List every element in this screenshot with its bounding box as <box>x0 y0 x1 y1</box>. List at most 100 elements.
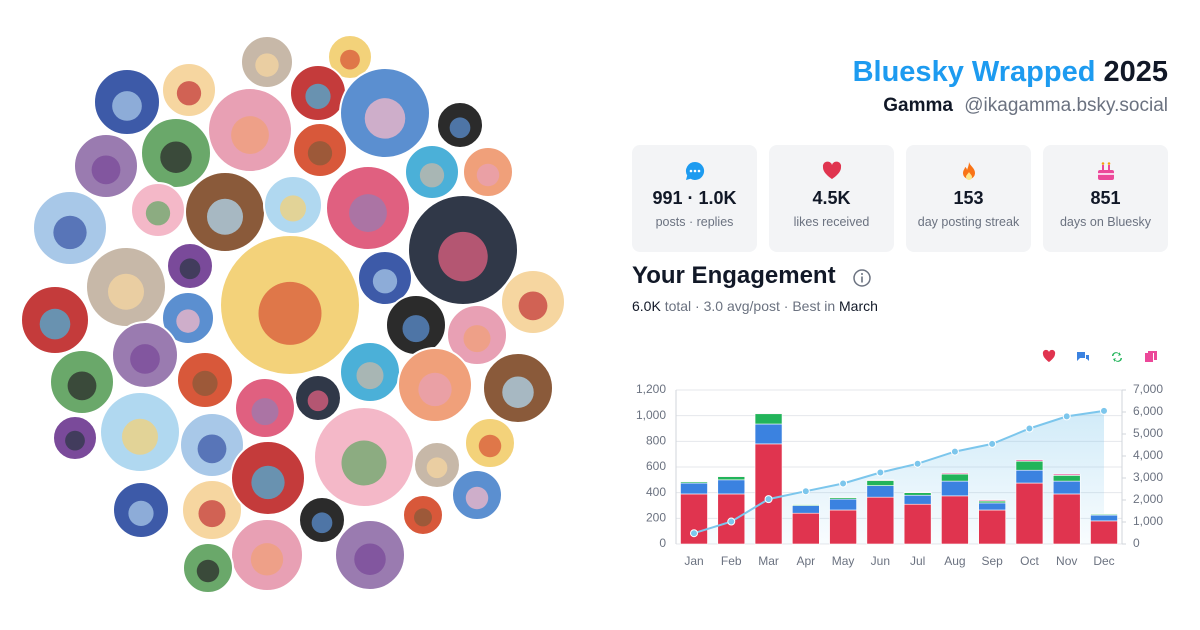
x-tick-label: Dec <box>1093 554 1114 568</box>
avatar-face <box>307 141 333 166</box>
cumulative-line <box>693 409 1105 535</box>
y2-tick-label: 4,000 <box>1133 448 1163 462</box>
avatar-face <box>340 49 360 70</box>
avatar-face <box>402 315 430 343</box>
bar-segment <box>866 485 895 498</box>
avatar-face <box>465 486 489 510</box>
line-point <box>876 468 885 477</box>
stat-card: 991 · 1.0K posts · replies <box>632 145 757 252</box>
bar-segment <box>1052 475 1081 482</box>
bar-segment <box>941 495 969 545</box>
line-point <box>690 529 698 538</box>
section-title: Your Engagement <box>632 262 836 289</box>
bar-segment <box>1015 469 1044 484</box>
bar-segment <box>754 413 783 425</box>
likes-icon <box>822 161 841 179</box>
line-point <box>988 439 997 448</box>
avatar-face <box>128 500 154 526</box>
legend-icon <box>1112 352 1122 362</box>
bar-segment <box>717 479 746 495</box>
bar-segment <box>1052 493 1081 545</box>
x-tick-label: Nov <box>1056 554 1077 568</box>
avatar-face <box>207 198 243 235</box>
y-tick-label: 400 <box>646 485 666 499</box>
y-tick-label: 800 <box>646 434 666 448</box>
bar-segment <box>903 494 932 505</box>
y2-tick-label: 1,000 <box>1133 514 1163 528</box>
avatar-face <box>478 434 502 458</box>
legend-icon <box>1145 351 1157 362</box>
stat-value: 153 <box>953 188 984 208</box>
y2-tick-label: 0 <box>1133 536 1140 550</box>
y2-tick-label: 3,000 <box>1133 470 1163 484</box>
line-point <box>913 459 922 468</box>
avatar-face <box>251 465 285 500</box>
line-point <box>1100 406 1108 415</box>
bar-segment <box>903 503 932 545</box>
profile: Gamma @ikagamma.bsky.social <box>883 95 1168 117</box>
legend-toggle[interactable] <box>1077 352 1089 361</box>
avatar-face <box>122 418 158 455</box>
stat-value: 991 · 1.0K <box>652 188 737 208</box>
legend-toggle[interactable] <box>1112 352 1122 362</box>
bar-segment <box>941 480 969 497</box>
avatar-face <box>179 258 201 280</box>
avatar-face <box>250 543 284 576</box>
bar-segment <box>1090 520 1118 545</box>
info-icon[interactable] <box>852 268 872 288</box>
line-point <box>727 517 736 526</box>
x-tick-label: Oct <box>1020 554 1039 568</box>
y-tick-label: 1,000 <box>636 408 666 422</box>
avatar-face <box>502 376 534 408</box>
stat-card: 153 day posting streak <box>906 145 1031 252</box>
bar-segment <box>792 505 820 514</box>
line-point <box>950 447 959 456</box>
avatar-face <box>349 194 387 232</box>
avatar-face <box>192 370 218 396</box>
bar-segment <box>941 473 969 482</box>
avatar-face <box>341 440 387 486</box>
avatar-face <box>145 201 171 226</box>
avatar-face <box>279 195 307 222</box>
engagement-chart: 0 200 400 600 800 1,000 1,200 0 1,000 2,000 3,000 4… <box>636 349 1163 568</box>
stat-value: 851 <box>1090 188 1121 208</box>
legend-icon <box>1077 352 1089 361</box>
legend-toggle[interactable] <box>1145 351 1157 362</box>
avatar-face <box>418 372 452 407</box>
line-point <box>801 487 810 496</box>
bar-segment <box>903 491 932 493</box>
avatar-face <box>354 543 386 575</box>
bar-segment <box>866 496 895 545</box>
avatar-face <box>53 215 87 250</box>
stat-label: days on Bluesky <box>1059 215 1152 229</box>
x-tick-label: Jun <box>871 554 890 568</box>
x-tick-label: Jul <box>910 554 925 568</box>
bar-segment <box>1052 473 1081 476</box>
avatar-face <box>414 508 432 527</box>
x-tick-label: May <box>832 554 855 568</box>
y-tick-label: 600 <box>646 459 666 473</box>
stat-value: 4.5K <box>812 188 851 208</box>
avatar-face <box>198 500 226 528</box>
avatar-face <box>356 362 384 390</box>
title: Bluesky Wrapped 2025 <box>853 56 1168 89</box>
bar-segment <box>1052 480 1081 495</box>
stat-card: 851 days on Bluesky <box>1043 145 1168 252</box>
stat-label: posts · replies <box>655 215 734 229</box>
bar-segment <box>829 498 857 511</box>
summary-text: total · 3.0 avg/post · Best in <box>664 298 836 314</box>
streak-icon <box>962 162 975 180</box>
y2-tick-label: 5,000 <box>1133 426 1163 440</box>
summary-best: March <box>839 298 878 314</box>
avatar-face <box>112 91 142 121</box>
bar-segment <box>978 502 1006 511</box>
y-tick-label: 1,200 <box>636 382 666 396</box>
legend-toggle[interactable] <box>1042 349 1056 362</box>
stat-card: 4.5K likes received <box>769 145 894 252</box>
title-year: 2025 <box>1103 56 1168 88</box>
summary-total: 6.0K <box>632 298 661 314</box>
bar-segment <box>717 476 746 481</box>
title-text: Bluesky Wrapped <box>852 56 1096 88</box>
